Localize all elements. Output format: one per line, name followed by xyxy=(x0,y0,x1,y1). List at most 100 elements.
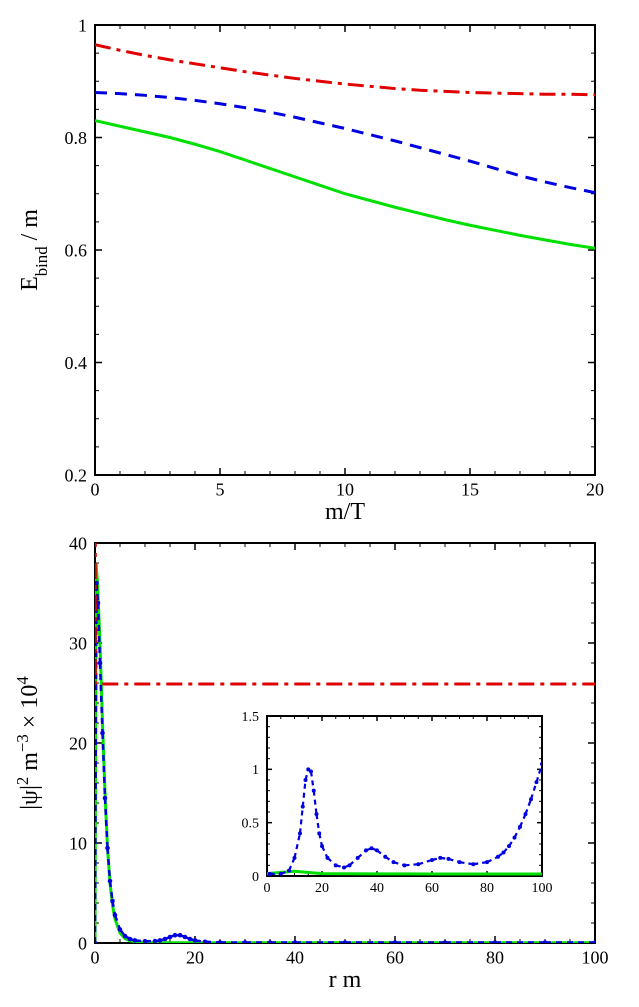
inset-blue-marker xyxy=(447,857,451,861)
blue-marker xyxy=(105,846,110,851)
blue-marker xyxy=(178,933,183,938)
blue-marker xyxy=(98,661,103,666)
blue-marker xyxy=(218,940,223,945)
blue-marker xyxy=(393,940,398,945)
blue-marker xyxy=(128,937,133,942)
inset-blue-marker xyxy=(502,851,506,855)
inset-blue-marker xyxy=(287,869,291,873)
inset-blue-marker xyxy=(356,856,360,860)
xtick-label: 10 xyxy=(336,480,354,500)
inset-blue-marker xyxy=(342,865,346,869)
inset-blue-marker xyxy=(375,848,379,852)
blue-marker xyxy=(123,934,128,939)
inset-blue-marker xyxy=(471,862,475,866)
blue-marker xyxy=(243,940,248,945)
ylabel-bottom: |ψ|2 m−3 × 104 xyxy=(13,676,44,810)
inset-blue-marker xyxy=(317,831,321,835)
blue-marker xyxy=(168,935,173,940)
inset-blue-marker xyxy=(496,855,500,859)
xtick-label: 20 xyxy=(586,480,604,500)
xlabel-top: m/T xyxy=(325,499,365,525)
xtick-label: 0 xyxy=(91,480,100,500)
inset-blue-marker xyxy=(309,769,313,773)
blue-marker xyxy=(93,941,98,946)
xtick-label: 80 xyxy=(480,881,494,896)
xtick-label: 60 xyxy=(386,948,404,968)
inset-blue-marker xyxy=(485,860,489,864)
xtick-label: 5 xyxy=(216,480,225,500)
inset-blue-marker xyxy=(304,778,308,782)
inset-blue-marker xyxy=(268,872,272,876)
blue-marker xyxy=(108,879,113,884)
inset-blue-marker xyxy=(540,762,544,766)
series-red-dashdot xyxy=(95,45,595,95)
inset-blue-marker xyxy=(348,863,352,867)
blue-marker xyxy=(493,940,498,945)
inset-bg xyxy=(267,716,542,876)
ytick-label: 0.6 xyxy=(65,240,88,260)
inset-blue-marker xyxy=(312,789,316,793)
inset-blue-marker xyxy=(438,856,442,860)
blue-marker xyxy=(118,927,123,932)
top-panel-series xyxy=(95,45,595,249)
blue-marker xyxy=(133,938,138,943)
inset-blue-marker xyxy=(458,860,462,864)
ytick-label: 0.8 xyxy=(65,128,88,148)
ylabel-top: Ebind / m xyxy=(17,209,51,291)
xlabel-bottom: r m xyxy=(329,967,362,993)
inset-blue-marker xyxy=(416,862,420,866)
blue-marker xyxy=(593,940,598,945)
blue-marker xyxy=(293,940,298,945)
xtick-label: 80 xyxy=(486,948,504,968)
inset-blue-marker xyxy=(315,812,319,816)
inset-blue-marker xyxy=(334,863,338,867)
inset-blue-marker xyxy=(370,846,374,850)
ytick-label: 0 xyxy=(252,870,259,885)
blue-marker xyxy=(113,913,118,918)
ytick-label: 1 xyxy=(78,15,87,35)
blue-marker xyxy=(183,935,188,940)
xtick-label: 40 xyxy=(370,881,384,896)
blue-marker xyxy=(103,796,108,801)
ytick-label: 0.2 xyxy=(65,465,88,485)
inset-blue-marker xyxy=(301,805,305,809)
xtick-label: 0 xyxy=(264,881,271,896)
inset-blue-marker xyxy=(524,812,528,816)
ytick-label: 1.5 xyxy=(242,710,260,725)
xtick-label: 100 xyxy=(532,881,553,896)
series-blue-dashed xyxy=(95,93,595,193)
blue-marker xyxy=(193,938,198,943)
xtick-label: 15 xyxy=(461,480,479,500)
inset-blue-marker xyxy=(430,858,434,862)
inset-blue-marker xyxy=(383,855,387,859)
ytick-label: 1 xyxy=(252,763,259,778)
xtick-label: 20 xyxy=(186,948,204,968)
blue-marker xyxy=(443,940,448,945)
blue-marker xyxy=(543,940,548,945)
blue-marker xyxy=(163,937,168,942)
blue-marker xyxy=(153,939,158,944)
ytick-label: 0.4 xyxy=(65,353,88,373)
xtick-label: 60 xyxy=(425,881,439,896)
ytick-label: 40 xyxy=(69,533,87,553)
inset-blue-marker xyxy=(403,863,407,867)
inset-blue-marker xyxy=(298,831,302,835)
ytick-label: 0 xyxy=(78,933,87,953)
inset-blue-marker xyxy=(513,836,517,840)
inset-blue-marker xyxy=(320,844,324,848)
series-green-solid xyxy=(95,121,595,249)
figure-svg: 051015200.20.40.60.81m/TEbind / m0204060… xyxy=(0,0,639,1007)
xtick-label: 40 xyxy=(286,948,304,968)
xtick-label: 20 xyxy=(315,881,329,896)
blue-marker xyxy=(268,940,273,945)
blue-marker xyxy=(110,899,115,904)
blue-marker xyxy=(188,937,193,942)
inset-blue-marker xyxy=(392,860,396,864)
inset-blue-marker xyxy=(364,848,368,852)
inset-blue-marker xyxy=(279,872,283,876)
blue-marker xyxy=(173,933,178,938)
ytick-label: 30 xyxy=(69,633,87,653)
blue-marker xyxy=(343,940,348,945)
ytick-label: 10 xyxy=(69,833,87,853)
inset-blue-marker xyxy=(293,856,297,860)
